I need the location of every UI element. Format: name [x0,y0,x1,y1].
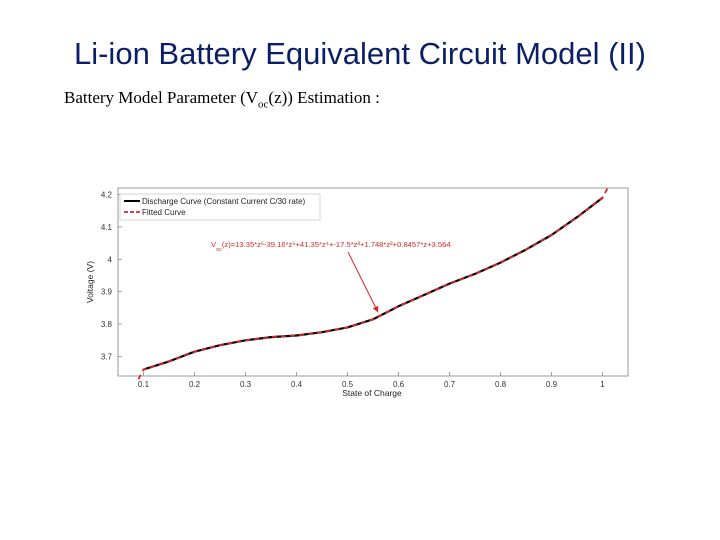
y-axis-ticks: 3.7 3.8 3.9 4 4.1 4.2 [101,190,122,362]
y-tick-label: 4.1 [101,223,113,232]
x-tick-label: 0.8 [495,380,507,389]
x-tick-label: 0.2 [189,380,201,389]
x-tick-label: 0.6 [393,380,405,389]
x-tick-label: 0.3 [240,380,252,389]
y-tick-label: 4.2 [101,190,113,199]
annotation-sub: oc [216,247,222,253]
x-tick-label: 0.1 [138,380,150,389]
series-layer [137,187,609,380]
y-tick-label: 3.7 [101,353,113,362]
subtitle-post: (z)) Estimation : [268,88,380,107]
legend-label-fitted: Fitted Curve [142,208,186,217]
legend-box [119,193,321,221]
annotation-arrow [347,251,379,313]
x-tick-label: 1 [600,380,605,389]
x-axis-ticks: 0.1 0.2 0.3 0.4 0.5 0.6 0.7 0.8 0.9 1 [138,372,605,389]
annotation-equation: Voc(z)=13.35*z⁶-39.16*z⁵+41.35*z⁴+-17.5*… [211,240,451,253]
y-tick-label: 3.8 [101,320,113,329]
annotation-v: V [211,240,217,249]
subtitle-subscript: oc [258,98,269,111]
y-tick-label: 3.9 [101,288,113,297]
legend-label-discharge: Discharge Curve (Constant Current C/30 r… [142,197,306,206]
subtitle-pre: Battery Model Parameter (V [64,88,259,107]
annotation-rest: (z)=13.35*z⁶-39.16*z⁵+41.35*z⁴+-17.5*z³+… [222,240,451,249]
x-tick-label: 0.4 [291,380,303,389]
x-tick-label: 0.9 [546,380,558,389]
y-tick-label: 4 [108,255,113,264]
series-fitted-curve [137,187,609,380]
x-axis-label: State of Charge [342,388,402,398]
legend: Discharge Curve (Constant Current C/30 r… [119,193,321,221]
x-tick-label: 0.7 [444,380,456,389]
slide-title: Li-ion Battery Equivalent Circuit Model … [73,36,646,71]
slide-subtitle: Battery Model Parameter (Voc(z)) Estimat… [64,88,380,110]
x-tick-label: 0.5 [342,380,354,389]
voltage-soc-chart: 3.73.83.944.14.2 0.1 0.2 0.3 0.4 0.5 0.6 0.7 0.… [85,187,629,398]
y-axis-label: Voltage (V) [85,261,95,303]
